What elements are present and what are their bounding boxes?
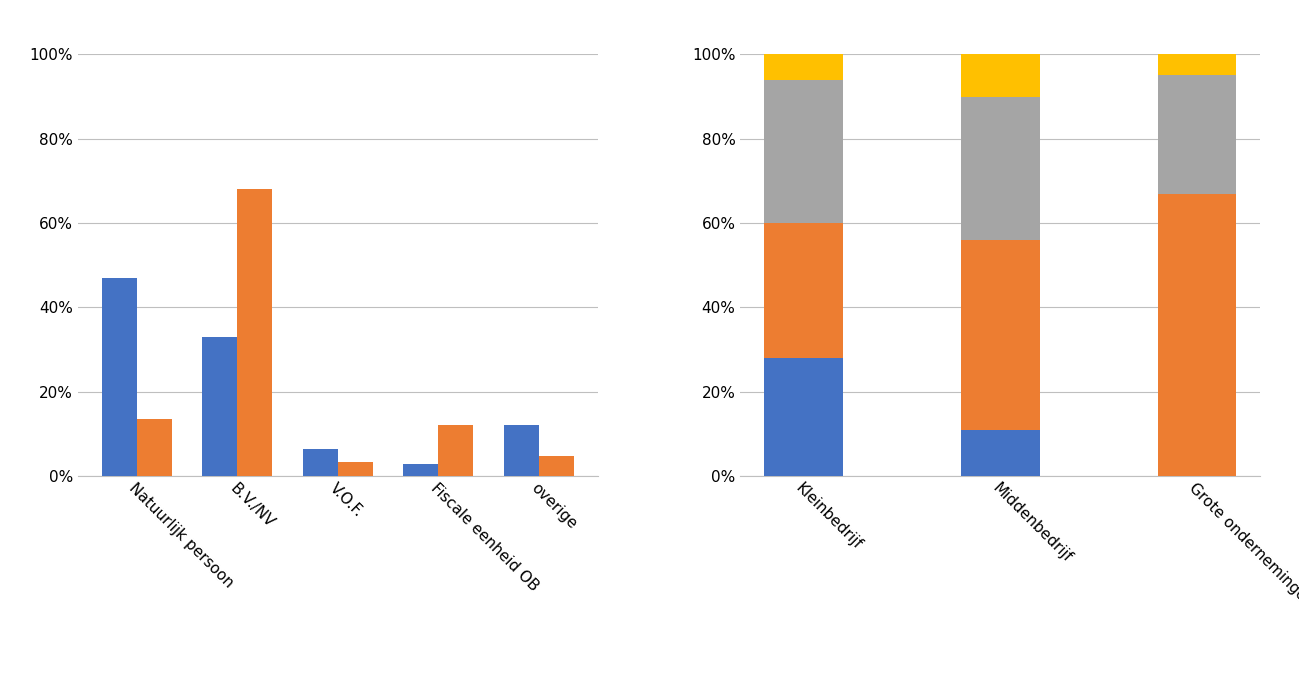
Bar — [504, 426, 539, 476]
Bar — [1157, 194, 1237, 476]
Bar — [338, 462, 373, 476]
Bar — [136, 419, 171, 476]
Bar — [961, 240, 1039, 430]
Bar — [961, 97, 1039, 240]
Bar — [303, 449, 338, 476]
Bar — [764, 358, 843, 476]
Bar — [539, 456, 574, 476]
Bar — [403, 464, 438, 476]
Bar — [438, 426, 473, 476]
Bar — [764, 80, 843, 223]
Bar — [203, 337, 238, 476]
Bar — [101, 278, 136, 476]
Bar — [961, 54, 1039, 97]
Bar — [764, 223, 843, 358]
Bar — [961, 430, 1039, 476]
Bar — [238, 189, 273, 476]
Bar — [1157, 54, 1237, 75]
Bar — [1157, 75, 1237, 194]
Bar — [764, 54, 843, 80]
